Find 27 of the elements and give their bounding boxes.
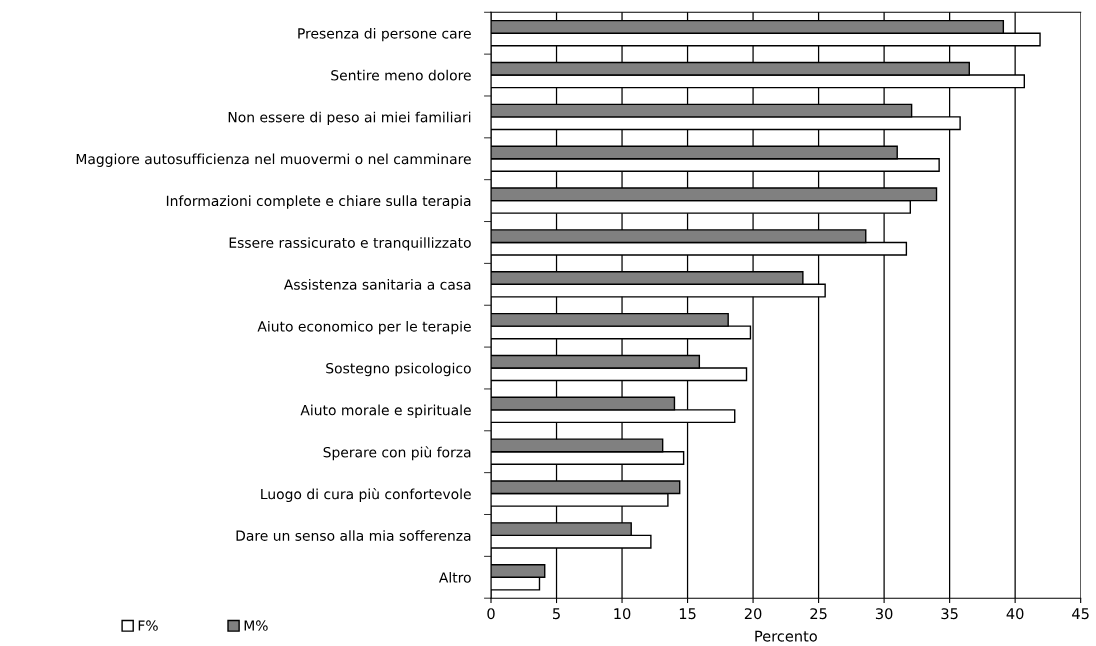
x-axis-title: Percento (755, 630, 817, 642)
y-tick-label: Altro (438, 571, 471, 583)
y-tick-label: Sentire meno dolore (331, 69, 471, 81)
x-tick-label: 20 (744, 608, 762, 620)
x-tick-label: 35 (941, 608, 958, 620)
x-tick-label: 30 (875, 608, 893, 620)
y-tick-label: Sostegno psicologico (326, 362, 471, 377)
y-tick-label: Maggiore autosufficienza nel muovermi o nel camminare (76, 153, 471, 167)
x-tick-label: 45 (1072, 608, 1089, 620)
y-tick-label: Dare un senso alla mia sofferenza (236, 530, 471, 541)
y-tick-label: Assistenza sanitaria a casa (283, 279, 471, 290)
y-tick-label: Sperare con più forza (323, 446, 471, 461)
y-tick-label: Aiuto morale e spirituale (300, 404, 471, 419)
x-tick-label: 10 (614, 608, 631, 620)
y-tick-label: Luogo di cura più confortevole (261, 488, 471, 503)
legend-label: M% (244, 620, 268, 631)
x-tick-label: 15 (679, 608, 696, 620)
legend-label: F% (138, 620, 158, 631)
y-tick-label: Informazioni complete e chiare sulla terapia (166, 195, 471, 209)
y-tick-label: Essere rassicurato e tranquillizzato (229, 237, 471, 251)
y-tick-label: Non essere di peso ai miei familiari (228, 111, 471, 126)
x-tick-label: 25 (810, 608, 827, 620)
y-tick-label: Aiuto economico per le terapie (257, 320, 471, 335)
x-tick-label: 5 (553, 608, 560, 620)
x-tick-label: 40 (1006, 608, 1024, 620)
x-tick-label: 0 (487, 608, 495, 620)
y-tick-label: Presenza di persone care (298, 27, 471, 42)
